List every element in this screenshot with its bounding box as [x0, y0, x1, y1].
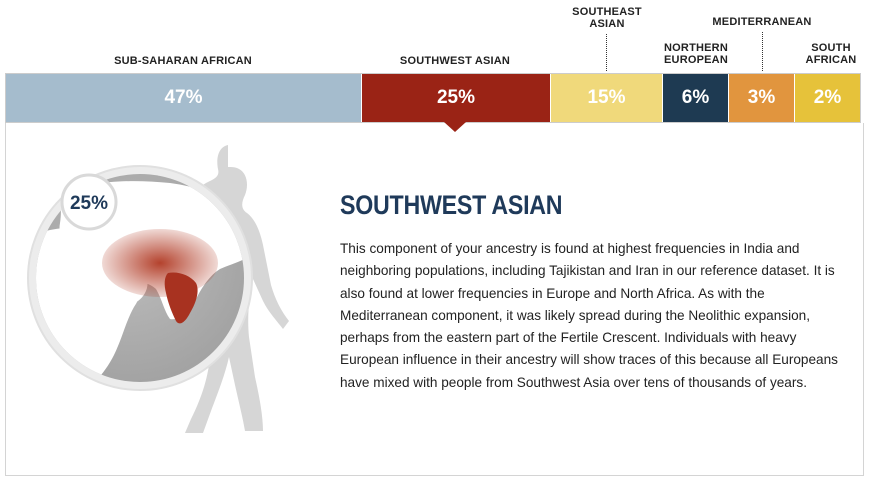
section-title: SOUTHWEST ASIAN [340, 190, 563, 220]
segment-value: 3% [747, 87, 776, 108]
label-south-african-line2: AFRICAN [805, 54, 857, 66]
globe-illustration: 25% [27, 145, 289, 433]
label-northern-european: NORTHERN EUROPEAN [652, 42, 740, 66]
segment-sub-saharan-african[interactable]: 47% [6, 74, 362, 122]
segment-labels: SUB-SAHARAN AFRICAN SOUTHWEST ASIAN SOUT… [0, 0, 870, 73]
segment-value: 15% [587, 87, 626, 108]
label-sub-saharan-african: SUB-SAHARAN AFRICAN [114, 55, 252, 67]
label-southeast-asian-leader [606, 34, 607, 71]
segment-mediterranean[interactable]: 3% [729, 74, 795, 122]
segment-value: 6% [681, 87, 710, 108]
section-description: This component of your ancestry is found… [340, 241, 838, 390]
label-south-african-line1: SOUTH [811, 42, 851, 54]
segment-southwest-asian[interactable]: 25% [362, 74, 551, 122]
segment-southeast-asian[interactable]: 15% [551, 74, 663, 122]
label-southwest-asian: SOUTHWEST ASIAN [399, 55, 511, 67]
segment-value: 25% [436, 87, 476, 108]
ancestry-bar: 47% 25% 15% 6% 3% 2% [5, 73, 861, 123]
label-southeast-asian-line2: ASIAN [589, 18, 625, 30]
label-southeast-asian-line1: SOUTHEAST [572, 6, 642, 18]
india-region [164, 272, 198, 324]
label-northern-european-line2: EUROPEAN [664, 54, 728, 66]
label-southeast-asian: SOUTHEAST ASIAN [560, 6, 654, 30]
segment-value: 47% [164, 87, 203, 108]
southwest-asian-region [102, 229, 218, 297]
percentage-badge [60, 173, 118, 231]
segment-south-african[interactable]: 2% [795, 74, 860, 122]
badge-value: 25% [70, 193, 108, 214]
segment-northern-european[interactable]: 6% [663, 74, 729, 122]
segment-value: 2% [813, 87, 842, 108]
label-mediterranean: MEDITERRANEAN [712, 16, 812, 28]
selected-pointer [444, 122, 466, 132]
label-northern-european-line1: NORTHERN [664, 42, 728, 54]
label-mediterranean-leader [762, 32, 763, 71]
label-south-african: SOUTH AFRICAN [800, 42, 862, 66]
